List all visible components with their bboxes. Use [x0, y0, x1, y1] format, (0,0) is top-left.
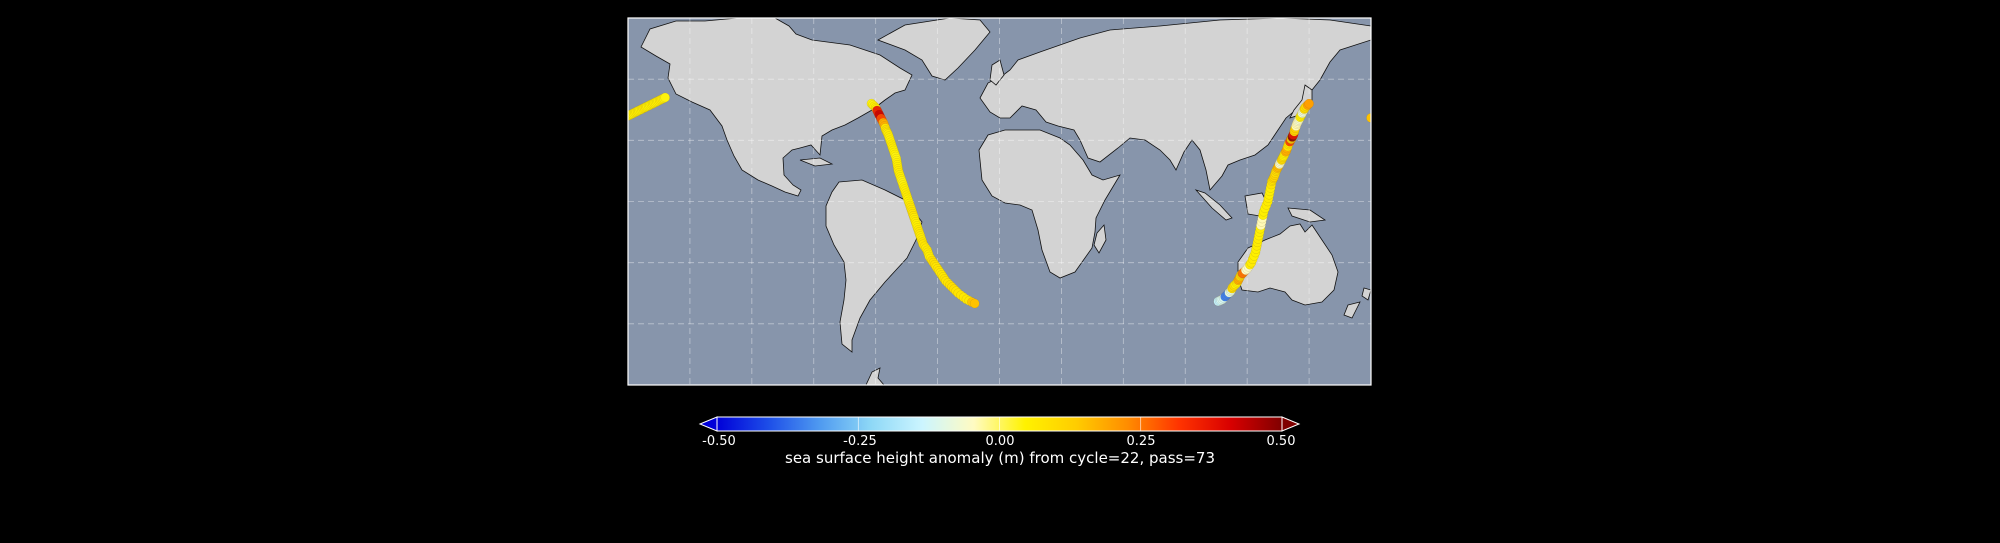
altimetry-tracks — [628, 92, 1371, 309]
colorbar-tick-label: 0.25 — [1127, 434, 1156, 449]
madagascar — [1093, 224, 1107, 254]
colorbar-caption: sea surface height anomaly (m) from cycl… — [785, 449, 1215, 467]
new-zealand — [1343, 287, 1371, 319]
colorbar-ticks — [716, 417, 1283, 431]
great-britain — [989, 59, 1005, 86]
cuba — [799, 157, 834, 167]
colorbar-tick-label: -0.25 — [843, 434, 877, 449]
ssh-anomaly-point — [969, 298, 980, 309]
greenland — [877, 18, 991, 81]
land-masses — [640, 18, 1371, 385]
map-frame — [627, 17, 1372, 386]
africa — [978, 129, 1121, 279]
ssh-anomaly-point — [1366, 113, 1371, 123]
colorbar-tick-label: 0.00 — [986, 434, 1015, 449]
graticule — [628, 18, 1371, 385]
australia — [1237, 223, 1339, 306]
colorbar-tick-label: 0.50 — [1267, 434, 1296, 449]
sumatra — [1194, 189, 1233, 221]
north-america — [640, 18, 913, 197]
colorbar-tick-label: -0.50 — [702, 434, 736, 449]
eurasia — [979, 18, 1371, 191]
ssh-anomaly-point — [660, 92, 670, 103]
new-guinea — [1287, 207, 1327, 223]
antarctic-peninsula — [865, 367, 885, 385]
map — [627, 17, 1372, 386]
colorbar: -0.50 -0.25 0.00 0.25 0.50 sea surface h… — [698, 416, 1301, 467]
colorbar-extend-min-arrow — [698, 416, 718, 432]
ssh-anomaly-point — [1304, 98, 1314, 109]
colorbar-extend-max-arrow — [1281, 416, 1301, 432]
